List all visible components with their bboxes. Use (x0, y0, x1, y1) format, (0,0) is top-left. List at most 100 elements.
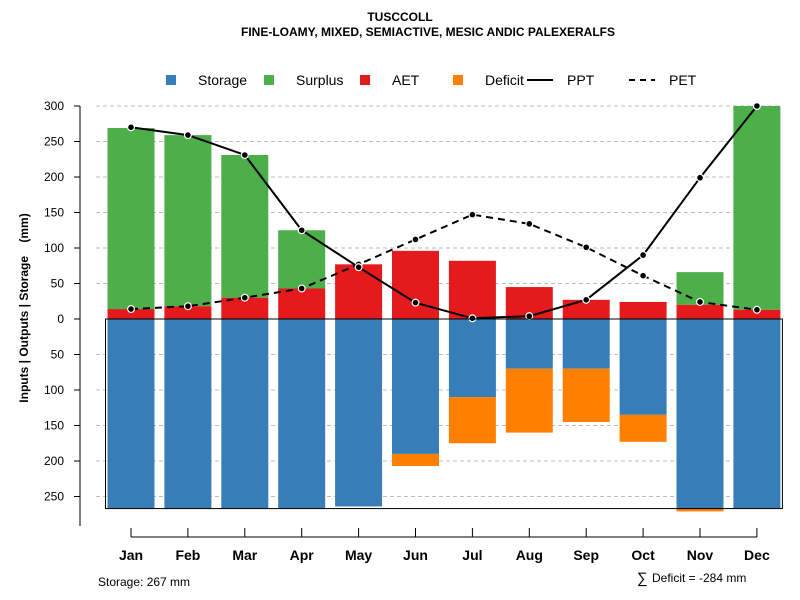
bar-aet-mar (221, 297, 269, 319)
bar-aet-may (335, 264, 383, 319)
legend: Storage Surplus AET Deficit PPT PET (166, 72, 697, 88)
bar-storage-sep (562, 319, 610, 369)
legend-key-storage (166, 75, 176, 85)
point-ppt-aug (525, 312, 534, 321)
point-pet-feb (183, 302, 192, 311)
legend-key-deficit (453, 75, 463, 85)
y-tick-label: 50 (51, 277, 65, 291)
chart-subtitle: FINE-LOAMY, MIXED, SEMIACTIVE, MESIC AND… (241, 25, 615, 39)
bar-aet-dec (733, 309, 781, 319)
legend-label-ppt: PPT (567, 72, 595, 88)
bar-deficit-sep (562, 368, 610, 422)
footer-deficit: Deficit = -284 mm (652, 571, 746, 585)
x-tick-label-feb: Feb (175, 547, 200, 563)
x-tick-label-jun: Jun (403, 547, 428, 563)
bar-storage-aug (505, 319, 553, 369)
bar-storage-oct (619, 319, 667, 415)
y-tick-label: 0 (57, 312, 64, 326)
point-pet-nov (695, 297, 704, 306)
bar-storage-apr (278, 319, 326, 509)
y-tick-label: 200 (44, 170, 64, 184)
x-tick-label-jul: Jul (462, 547, 482, 563)
bar-aet-jan (107, 309, 155, 319)
point-ppt-feb (183, 131, 192, 140)
x-tick-label-may: May (345, 547, 372, 563)
point-ppt-oct (639, 251, 648, 260)
legend-key-surplus (264, 75, 274, 85)
bar-deficit-jul (448, 397, 496, 444)
lines-layer (126, 101, 761, 323)
point-ppt-jan (126, 123, 135, 132)
point-ppt-jul (468, 314, 477, 323)
bars-layer (105, 106, 783, 512)
point-pet-dec (752, 305, 761, 314)
point-pet-apr (297, 284, 306, 293)
line-pet (130, 213, 758, 311)
bar-aet-jun (392, 250, 439, 319)
legend-label-aet: AET (392, 72, 420, 88)
y-tick-label: 50 (51, 348, 65, 362)
y-tick-label: 100 (44, 383, 64, 397)
legend-label-storage: Storage (198, 72, 247, 88)
x-tick-label-dec: Dec (744, 547, 770, 563)
bar-storage-feb (164, 319, 212, 509)
y-tick-label: 150 (44, 206, 64, 220)
legend-key-aet (360, 75, 370, 85)
bar-deficit-jun (392, 453, 439, 466)
x-tick-label-aug: Aug (516, 547, 543, 563)
y-tick-label: 100 (44, 241, 64, 255)
x-tick-label-apr: Apr (290, 547, 315, 563)
bar-surplus-jan (107, 128, 155, 310)
bar-storage-mar (221, 319, 269, 509)
bar-storage-may (335, 319, 383, 507)
bar-surplus-apr (278, 230, 326, 289)
x-tick-label-sep: Sep (573, 547, 599, 563)
bar-aet-feb (164, 306, 212, 319)
point-pet-sep (582, 243, 591, 252)
y-tick-label: 250 (44, 490, 64, 504)
x-tick-label-jan: Jan (119, 547, 143, 563)
bar-storage-jun (392, 319, 439, 454)
bar-surplus-feb (164, 135, 212, 307)
point-pet-oct (639, 271, 648, 280)
chart-title: TUSCCOLL (367, 10, 432, 24)
bar-aet-sep (562, 299, 610, 319)
bar-storage-jul (448, 319, 496, 398)
legend-label-pet: PET (669, 72, 697, 88)
bar-aet-apr (278, 288, 326, 319)
point-pet-mar (240, 293, 249, 302)
x-tick-label-mar: Mar (232, 547, 257, 563)
point-pet-jul (468, 210, 477, 219)
bar-aet-jul (448, 260, 496, 319)
bar-storage-jan (107, 319, 155, 509)
bar-storage-dec (733, 319, 781, 509)
y-tick-label: 300 (44, 99, 64, 113)
axes-layer: 300 250 200 150 100 50 0 50 100 150 200 250 Jan Feb Ma… (44, 99, 783, 563)
footer-sum-symbol: ∑ (637, 570, 648, 587)
bar-surplus-dec (733, 106, 781, 310)
line-ppt (130, 105, 758, 320)
point-ppt-dec (752, 101, 761, 110)
legend-label-surplus: Surplus (296, 72, 343, 88)
y-axis-label: Inputs | Outputs | Storage (mm) (17, 213, 31, 402)
point-pet-jun (411, 235, 420, 244)
bar-storage-nov (676, 319, 724, 509)
bar-deficit-nov (676, 508, 724, 512)
point-ppt-apr (297, 226, 306, 235)
y-tick-label: 200 (44, 454, 64, 468)
point-pet-jan (126, 305, 135, 314)
bar-deficit-aug (505, 368, 553, 433)
point-ppt-mar (240, 150, 249, 159)
x-tick-label-nov: Nov (687, 547, 714, 563)
point-ppt-jun (411, 298, 420, 307)
bar-surplus-mar (221, 154, 269, 298)
legend-label-deficit: Deficit (485, 72, 524, 88)
bar-aet-nov (676, 304, 724, 319)
footer-storage: Storage: 267 mm (98, 575, 190, 589)
point-pet-aug (525, 219, 534, 228)
y-tick-label: 250 (44, 135, 64, 149)
point-ppt-nov (695, 173, 704, 182)
point-ppt-may (354, 263, 363, 272)
y-tick-label: 150 (44, 419, 64, 433)
